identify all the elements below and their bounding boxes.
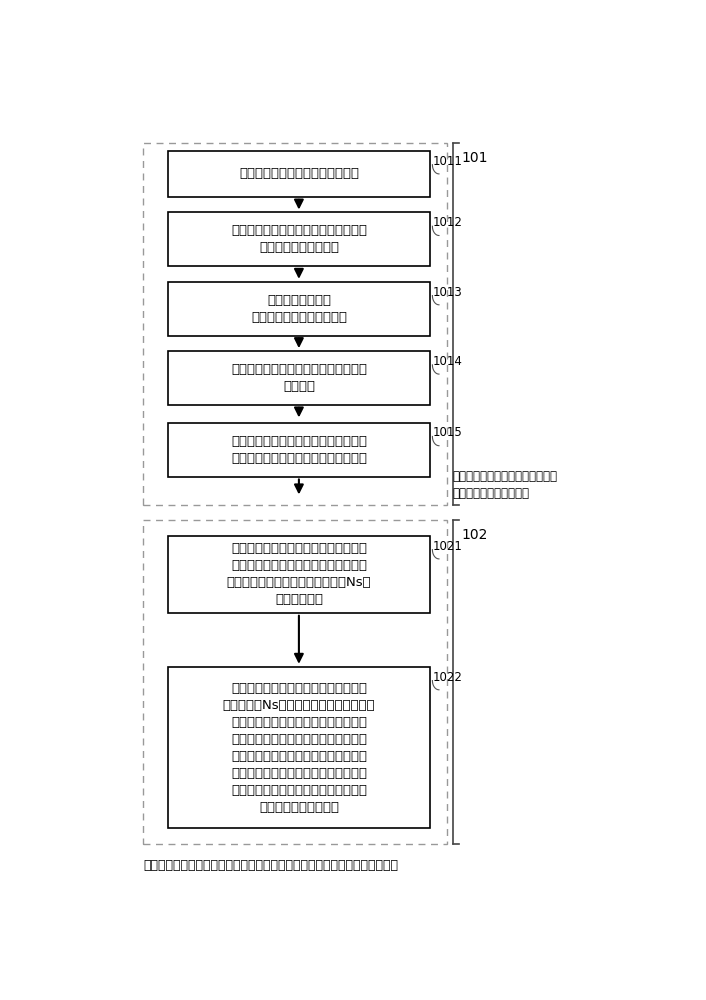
Text: 在基站端和用户端
随机产生若干波束摄动矩阵: 在基站端和用户端 随机产生若干波束摄动矩阵 [251,294,347,324]
Text: 求解模拟域波束成形预编码矩阵和
模拟域波束成形合并矩阵: 求解模拟域波束成形预编码矩阵和 模拟域波束成形合并矩阵 [452,470,557,500]
Bar [167,151,430,197]
Bar [143,143,447,505]
Text: 采用随机梯度下降法设计模拟域矩阵的
迭代公式: 采用随机梯度下降法设计模拟域矩阵的 迭代公式 [231,363,367,393]
Bar [167,351,430,405]
Text: 1021: 1021 [433,540,463,553]
Bar [167,423,430,477]
Text: 102: 102 [462,528,488,542]
Text: 根据计算得到所述左奇异矩阵和右奇异
矩阵中的前Ns对对应特征向量，得到所述
数字域波束成形预编码矩阵和数字域波
束成形合并矩阵；对所述数字域波束成
形预编码矩阵: 根据计算得到所述左奇异矩阵和右奇异 矩阵中的前Ns对对应特征向量，得到所述 数字… [222,682,375,814]
Text: 设置基站端和用户端的波束摄动矩阵个
数并初始化模拟域矩阵: 设置基站端和用户端的波束摄动矩阵个 数并初始化模拟域矩阵 [231,224,367,254]
Text: 1012: 1012 [433,216,463,229]
Text: 1011: 1011 [433,155,463,168]
Bar [167,282,430,336]
Bar [167,536,430,613]
Text: 1013: 1013 [433,286,462,299]
Bar [167,667,430,828]
Text: 设置第一迭代次数和梯度下降因子: 设置第一迭代次数和梯度下降因子 [239,167,359,180]
Text: 采用基于时分双工信道互易性的收发迭
代方法，求得所述数字域等效信道矩阵
的左奇异矩阵和右奇异矩阵中的前Ns对
对应特征向量: 采用基于时分双工信道互易性的收发迭 代方法，求得所述数字域等效信道矩阵 的左奇异… [227,542,371,606]
Text: 1015: 1015 [433,426,462,439]
Text: 得到基站端的模拟域波束成形预编码矩
阵和用户端的模拟域波束成形合并矩阵: 得到基站端的模拟域波束成形预编码矩 阵和用户端的模拟域波束成形合并矩阵 [231,435,367,465]
Text: 101: 101 [462,151,488,165]
Text: 1022: 1022 [433,671,463,684]
Text: 求解基站端的数字域波束成形预编码矩阵和用户端的数字域波束成形合并矩阵: 求解基站端的数字域波束成形预编码矩阵和用户端的数字域波束成形合并矩阵 [143,859,398,872]
Bar [143,520,447,844]
Text: 1014: 1014 [433,355,463,368]
Bar [167,212,430,266]
